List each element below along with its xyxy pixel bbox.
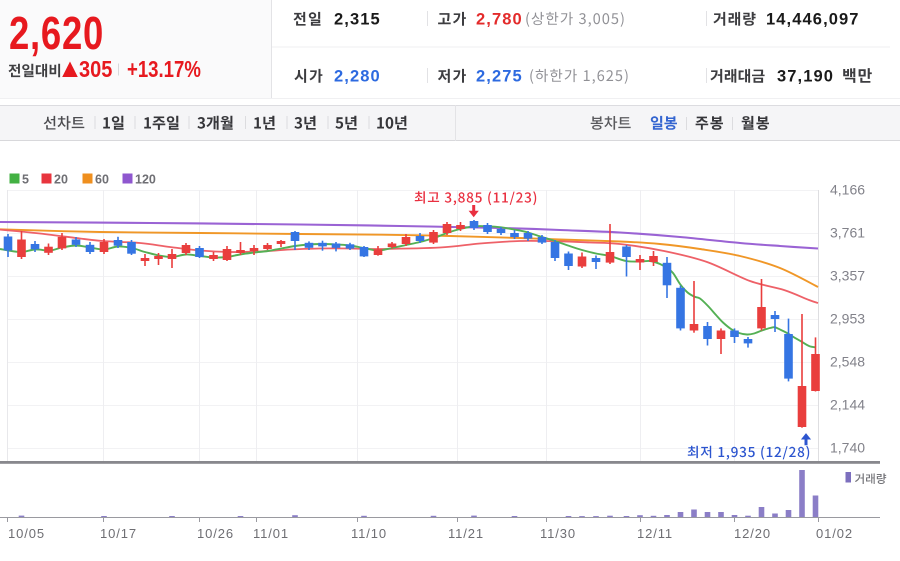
svg-text:12/11: 12/11 xyxy=(637,526,673,541)
svg-text:10/26: 10/26 xyxy=(197,526,234,541)
svg-text:11/30: 11/30 xyxy=(540,526,576,541)
svg-text:2,780: 2,780 xyxy=(476,11,523,29)
svg-text:60: 60 xyxy=(95,173,109,187)
svg-text:2,620: 2,620 xyxy=(9,7,104,59)
svg-text:14,446,097: 14,446,097 xyxy=(766,11,860,29)
svg-text:+13.17%: +13.17% xyxy=(127,57,201,82)
svg-text:37,190: 37,190 xyxy=(777,68,834,86)
svg-text:2,315: 2,315 xyxy=(334,11,381,29)
svg-text:2,144: 2,144 xyxy=(830,397,865,413)
svg-text:11/01: 11/01 xyxy=(253,526,289,541)
svg-text:4,166: 4,166 xyxy=(830,182,865,198)
svg-text:11/21: 11/21 xyxy=(448,526,484,541)
svg-text:5: 5 xyxy=(22,173,29,187)
svg-text:305: 305 xyxy=(79,56,112,83)
svg-text:3,357: 3,357 xyxy=(830,268,865,284)
svg-text:2,548: 2,548 xyxy=(830,354,865,370)
svg-text:10/05: 10/05 xyxy=(8,526,45,541)
svg-text:120: 120 xyxy=(135,173,156,187)
svg-text:01/02: 01/02 xyxy=(816,526,853,541)
svg-text:1,740: 1,740 xyxy=(830,440,865,456)
svg-text:12/20: 12/20 xyxy=(734,526,771,541)
svg-text:10/17: 10/17 xyxy=(100,526,137,541)
svg-text:3,761: 3,761 xyxy=(830,225,865,241)
svg-text:2,280: 2,280 xyxy=(334,68,381,86)
svg-text:20: 20 xyxy=(54,173,68,187)
svg-text:2,275: 2,275 xyxy=(476,68,523,86)
svg-text:2,953: 2,953 xyxy=(830,311,865,327)
svg-text:11/10: 11/10 xyxy=(351,526,387,541)
